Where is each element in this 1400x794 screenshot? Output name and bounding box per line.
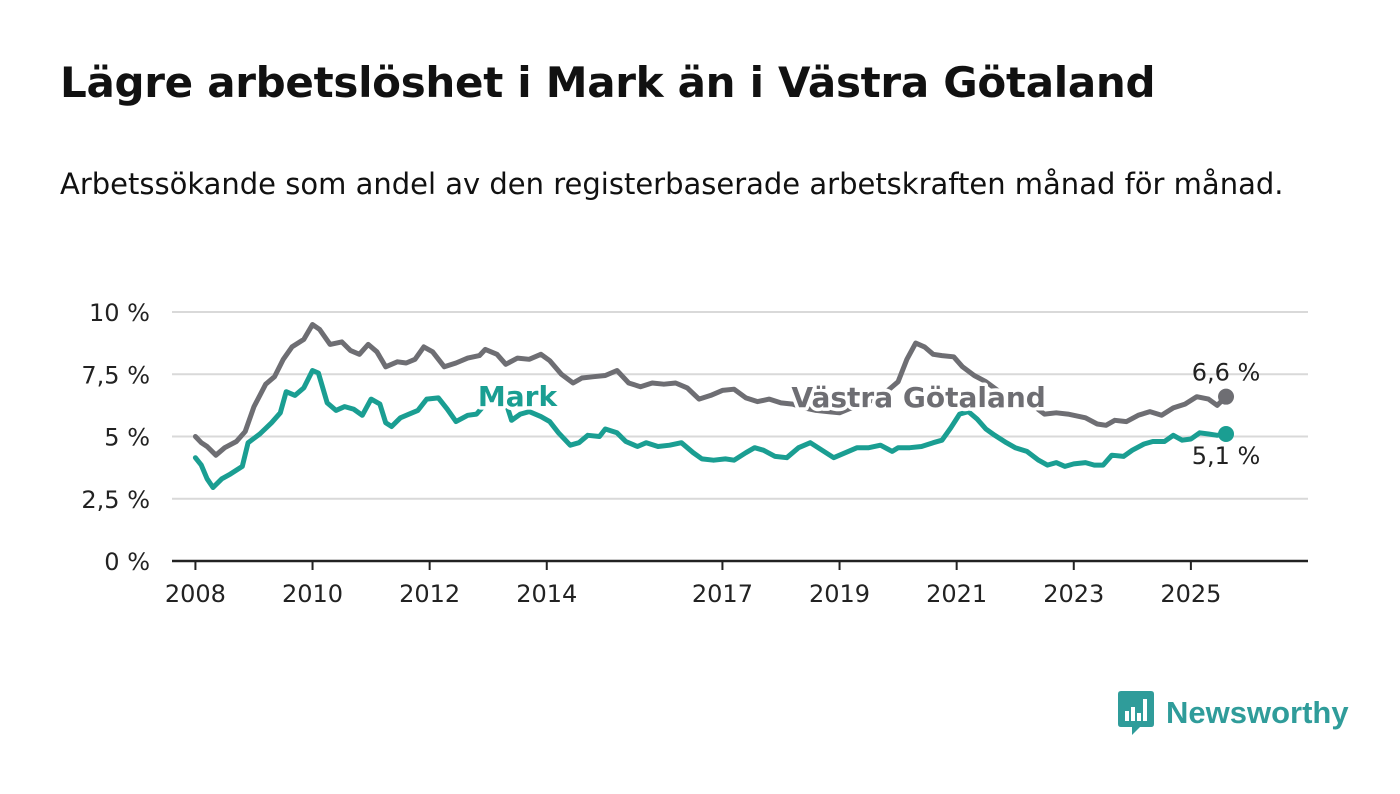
- x-tick-label: 2012: [399, 580, 460, 608]
- y-tick-label: 10 %: [89, 299, 150, 327]
- x-tick-label: 2021: [926, 580, 987, 608]
- series-name-label: Västra Götaland: [791, 381, 1046, 414]
- chart-subtitle: Arbetssökande som andel av den registerb…: [60, 167, 1284, 201]
- grid-lines: [172, 311, 1308, 563]
- series-end-label: 6,6 %: [1192, 359, 1261, 387]
- bar-chart-icon: [1118, 691, 1154, 735]
- x-tick-label: 2017: [692, 580, 753, 608]
- series-name-label: Mark: [478, 380, 559, 413]
- brand-logo[interactable]: Newsworthy: [1118, 690, 1349, 736]
- x-tick-label: 2008: [165, 580, 226, 608]
- chart-title: Lägre arbetslöshet i Mark än i Västra Gö…: [60, 58, 1156, 107]
- x-tick-label: 2023: [1043, 580, 1104, 608]
- series-line-v-stra-g-taland: [192, 322, 1229, 458]
- y-tick-label: 5 %: [104, 424, 150, 452]
- series-end-label: 5,1 %: [1192, 442, 1261, 470]
- series-lines: [192, 322, 1235, 490]
- series-labels: 6,6 % 5,1 % Västra Götaland Mark: [474, 359, 1261, 470]
- x-axis-ticks: 2008 2010 2012 2014 2017 2019 2021 2023 2025: [165, 561, 1221, 608]
- brand-name: Newsworthy: [1166, 695, 1349, 730]
- x-tick-label: 2010: [282, 580, 343, 608]
- x-tick-label: 2025: [1160, 580, 1221, 608]
- y-axis-ticks: 0 % 2,5 % 5 % 7,5 % 10 %: [81, 299, 150, 576]
- y-tick-label: 7,5 %: [81, 361, 150, 389]
- x-tick-label: 2014: [516, 580, 577, 608]
- series-line-mark: [192, 368, 1229, 490]
- series-end-point: [1218, 426, 1235, 443]
- x-tick-label: 2019: [809, 580, 870, 608]
- series-end-point: [1218, 388, 1235, 405]
- y-tick-label: 0 %: [104, 548, 150, 576]
- y-tick-label: 2,5 %: [81, 486, 150, 514]
